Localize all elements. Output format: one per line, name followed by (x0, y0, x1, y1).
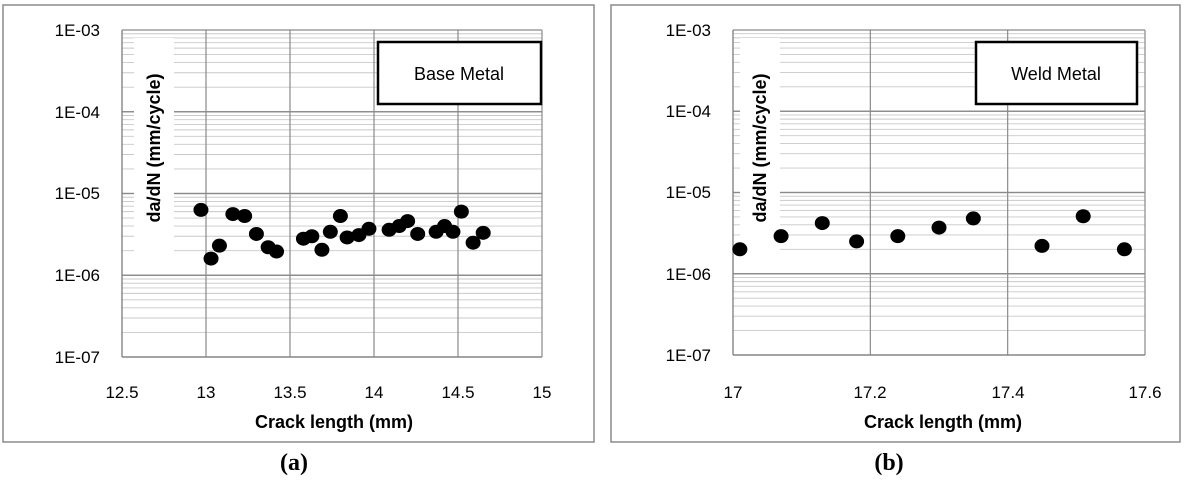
data-point (211, 238, 227, 253)
data-point (1075, 209, 1091, 224)
data-point (445, 224, 461, 239)
chart-b-label-box: Weld Metal (974, 40, 1139, 106)
data-point (237, 209, 253, 224)
data-point (400, 214, 416, 229)
chart-b-x-tick-labels: 17 17.2 17.4 17.6 (724, 383, 1162, 402)
chart-a-label-box: Base Metal (376, 40, 543, 106)
data-point (453, 204, 469, 219)
data-point (339, 230, 355, 245)
chart-b-caption: (b) (874, 450, 903, 476)
chart-a-y-tick-labels: 1E-07 1E-06 1E-05 1E-04 1E-03 (55, 21, 100, 367)
chart-b-y-axis-title: da/dN (mm/cycle) (750, 73, 770, 222)
chart-b-x-tick-label: 17.4 (991, 383, 1024, 402)
data-point (965, 211, 981, 226)
chart-a-y-tick-label: 1E-03 (55, 21, 100, 40)
chart-b-y-tick-label: 1E-03 (666, 21, 711, 40)
chart-a-y-tick-label: 1E-04 (55, 103, 100, 122)
chart-b-points (732, 209, 1132, 257)
chart-b-x-tick-label: 17 (724, 383, 743, 402)
chart-b-y-tick-label: 1E-05 (666, 183, 711, 202)
data-point (1034, 238, 1050, 253)
chart-a-y-tick-label: 1E-06 (55, 266, 100, 285)
data-point (193, 202, 209, 217)
data-point (314, 242, 330, 257)
data-point (773, 229, 789, 244)
chart-a-y-tick-label: 1E-05 (55, 184, 100, 203)
chart-a-x-tick-label: 15 (533, 383, 552, 402)
chart-a-points (193, 202, 491, 266)
chart-a-y-axis-title: da/dN (mm/cycle) (144, 73, 164, 222)
chart-b-label-box-text: Weld Metal (1011, 64, 1101, 84)
chart-a-y-axis-title-bg (134, 38, 174, 258)
data-point (248, 226, 264, 241)
chart-a-label-box-text: Base Metal (414, 64, 504, 84)
data-point (465, 235, 481, 250)
data-point (475, 225, 491, 240)
chart-a-x-tick-label: 13.5 (273, 383, 306, 402)
data-point (332, 209, 348, 224)
chart-b-x-axis-title: Crack length (mm) (864, 412, 1022, 432)
data-point (225, 207, 241, 222)
data-point (814, 216, 830, 231)
chart-a-caption: (a) (280, 450, 308, 476)
data-point (269, 244, 285, 259)
data-point (732, 242, 748, 257)
chart-b-y-tick-label: 1E-07 (666, 346, 711, 365)
chart-a-label-box-frame (376, 40, 543, 106)
chart-b-y-tick-label: 1E-06 (666, 265, 711, 284)
chart-a-x-tick-label: 12.5 (105, 383, 138, 402)
chart-a-y-tick-label: 1E-07 (55, 348, 100, 367)
data-point (410, 226, 426, 241)
chart-a-x-tick-label: 14.5 (441, 383, 474, 402)
chart-b-y-axis-title-bg (740, 38, 780, 258)
chart-a-x-axis-title: Crack length (mm) (255, 412, 413, 432)
chart-a-x-tick-labels: 12.5 13 13.5 14 14.5 15 (105, 383, 551, 402)
data-point (322, 224, 338, 239)
chart-panel-a: 1E-07 1E-06 1E-05 1E-04 1E-03 12.5 13 13… (2, 4, 595, 476)
chart-b-label-box-frame (974, 40, 1139, 106)
data-point (931, 220, 947, 235)
chart-b-y-tick-labels: 1E-07 1E-06 1E-05 1E-04 1E-03 (666, 21, 711, 365)
data-point (1116, 242, 1132, 257)
chart-b-x-tick-label: 17.2 (853, 383, 886, 402)
chart-panel-b: 1E-07 1E-06 1E-05 1E-04 1E-03 17 17.2 17… (610, 4, 1181, 476)
data-point (361, 221, 377, 236)
data-point (849, 234, 865, 249)
chart-b-x-tick-label: 17.6 (1128, 383, 1161, 402)
data-point (890, 229, 906, 244)
data-point (304, 229, 320, 244)
chart-a-x-tick-label: 14 (365, 383, 384, 402)
chart-b-y-tick-label: 1E-04 (666, 102, 711, 121)
chart-a-x-tick-label: 13 (197, 383, 216, 402)
data-point (203, 251, 219, 266)
